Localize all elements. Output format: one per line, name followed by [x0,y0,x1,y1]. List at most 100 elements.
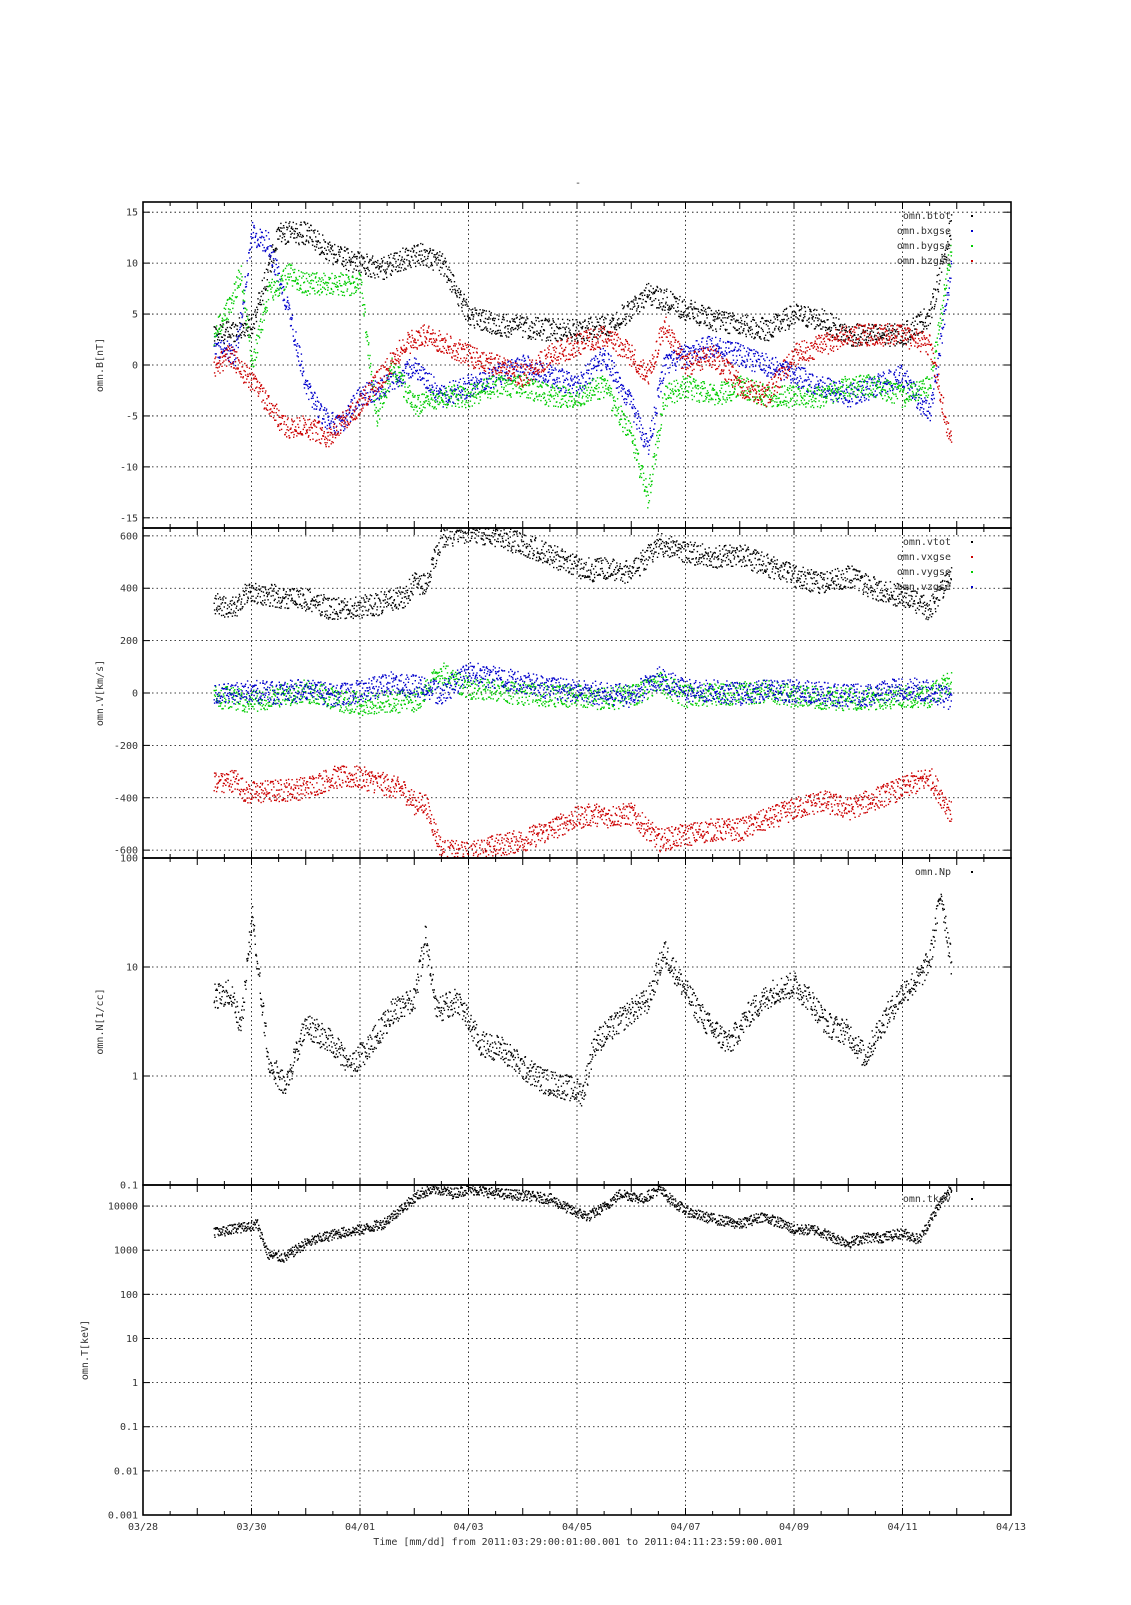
data-point [607,364,608,365]
data-point [431,374,432,375]
data-point [757,334,758,335]
data-point [218,342,219,343]
data-point [918,333,919,334]
data-point [302,291,303,292]
data-point [422,377,423,378]
data-point [699,312,700,313]
data-point [692,309,693,310]
data-point [631,401,632,402]
data-point [644,290,645,291]
data-point [328,244,329,245]
data-point [775,318,776,319]
data-point [287,297,288,298]
data-point [553,320,554,321]
data-point [272,297,273,298]
data-point [797,377,798,378]
data-point [623,321,624,322]
data-point [538,386,539,387]
data-point [331,253,332,254]
data-point [245,320,246,321]
data-point [720,326,721,327]
data-point [826,394,827,395]
data-point [831,386,832,387]
data-point [478,315,479,316]
data-point [843,395,844,396]
data-point [446,387,447,388]
data-point [255,360,256,361]
data-point [218,337,219,338]
data-point [373,262,374,263]
data-point [560,406,561,407]
data-point [874,378,875,379]
data-point [866,339,867,340]
data-point [822,321,823,322]
data-point [903,343,904,344]
data-point [413,372,414,373]
data-point [486,381,487,382]
data-point [885,378,886,379]
data-point [249,340,250,341]
data-point [431,397,432,398]
data-point [460,392,461,393]
data-point [295,344,296,345]
data-point [569,372,570,373]
data-point [766,320,767,321]
data-point [734,349,735,350]
data-point [529,374,530,375]
data-point [659,304,660,305]
data-point [868,378,869,379]
data-point [350,264,351,265]
data-point [250,236,251,237]
data-point [383,392,384,393]
data-point [696,321,697,322]
data-point [561,399,562,400]
data-point [237,331,238,332]
data-point [319,242,320,243]
data-point [474,307,475,308]
data-point [334,430,335,431]
data-point [273,260,274,261]
data-point [512,362,513,363]
data-point [649,440,650,441]
data-point [679,316,680,317]
data-point [607,393,608,394]
data-point [650,297,651,298]
data-point [465,319,466,320]
data-point [271,282,272,283]
data-point [676,311,677,312]
data-point [660,306,661,307]
data-point [405,383,406,384]
data-point [775,326,776,327]
data-point [467,320,468,321]
data-point [813,316,814,317]
data-point [724,314,725,315]
data-point [444,386,445,387]
data-point [841,339,842,340]
data-point [526,322,527,323]
data-point [555,392,556,393]
data-point [498,330,499,331]
data-point [680,355,681,356]
data-point [653,300,654,301]
data-point [588,370,589,371]
data-point [707,347,708,348]
data-point [427,373,428,374]
data-point [360,390,361,391]
data-point [531,391,532,392]
data-point [395,381,396,382]
data-point [774,316,775,317]
data-point [860,386,861,387]
data-point [493,318,494,319]
data-point [273,258,274,259]
data-point [689,365,690,366]
data-point [295,242,296,243]
data-point [329,293,330,294]
data-point [341,291,342,292]
data-point [703,346,704,347]
data-point [437,398,438,399]
data-point [696,353,697,354]
data-point [807,325,808,326]
data-point [512,382,513,383]
data-point [510,395,511,396]
data-point [239,317,240,318]
